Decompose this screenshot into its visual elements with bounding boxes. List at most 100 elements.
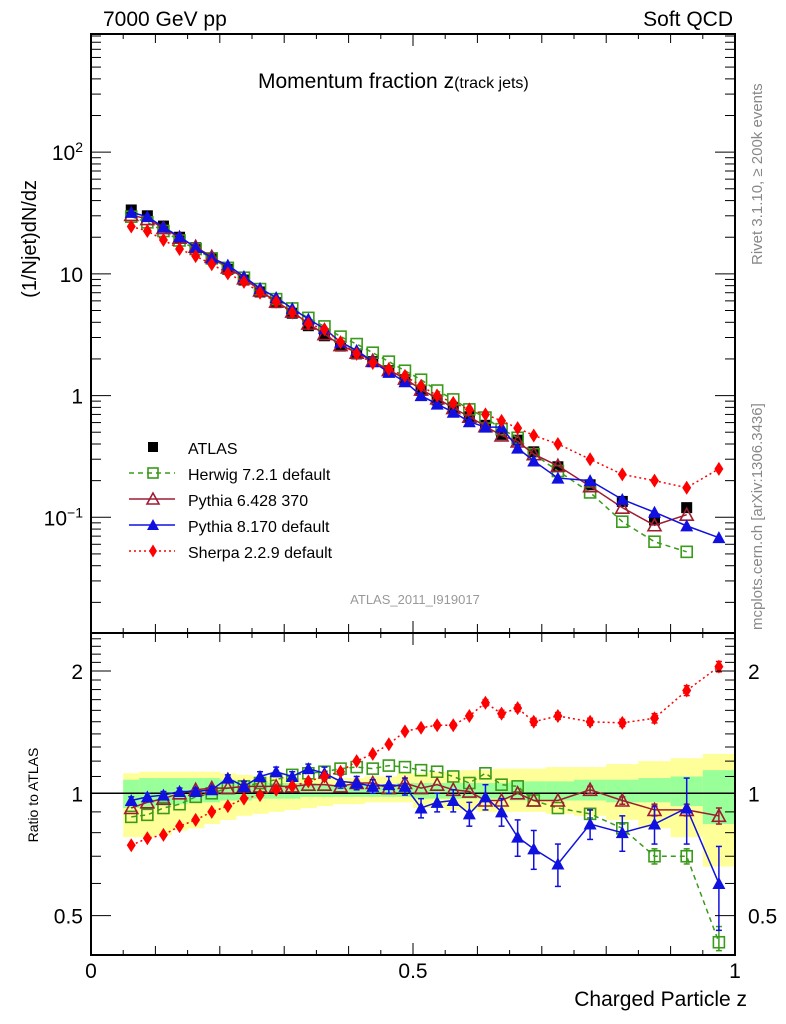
marker-sherpa bbox=[384, 737, 394, 752]
marker-sherpa bbox=[142, 224, 152, 239]
ratio-uncertainty-bands bbox=[91, 753, 736, 867]
plot-title-suffix: (track jets) bbox=[454, 75, 529, 92]
marker-pythia8 bbox=[253, 769, 267, 782]
ratio-series-layer bbox=[123, 659, 727, 952]
marker-sherpa bbox=[255, 285, 265, 300]
marker-sherpa bbox=[158, 232, 168, 247]
marker-pythia8 bbox=[156, 220, 170, 233]
marker-pythia6 bbox=[220, 779, 236, 795]
marker-herwig bbox=[648, 849, 661, 863]
marker-herwig bbox=[398, 760, 412, 774]
marker-pythia8 bbox=[712, 876, 726, 889]
marker-pythia8 bbox=[189, 240, 203, 253]
marker-pythia8 bbox=[173, 785, 187, 798]
marker-pythia6 bbox=[316, 776, 333, 791]
marker-pythia8 bbox=[124, 205, 138, 218]
marker-pythia6 bbox=[145, 491, 161, 505]
marker-pythia6 bbox=[300, 776, 317, 791]
marker-sherpa bbox=[384, 362, 394, 377]
marker-pythia8 bbox=[680, 801, 694, 814]
marker-herwig bbox=[141, 808, 154, 822]
marker-pythia6 bbox=[429, 776, 445, 791]
marker-sherpa bbox=[714, 659, 724, 674]
marker-herwig bbox=[551, 801, 565, 815]
header-left: 7000 GeV pp bbox=[103, 8, 227, 31]
marker-pythia8 bbox=[237, 779, 251, 792]
marker-pythia8 bbox=[366, 779, 380, 792]
marker-pythia6 bbox=[550, 457, 566, 473]
ratio-y-tick-label-right: 1 bbox=[748, 783, 760, 806]
x-tick-label: 0.5 bbox=[398, 960, 427, 983]
marker-sherpa bbox=[513, 421, 523, 436]
marker-pythia8 bbox=[583, 474, 597, 487]
marker-sherpa bbox=[352, 754, 362, 769]
ratio-y-axis-label: Ratio to ATLAS bbox=[25, 748, 41, 843]
marker-sherpa bbox=[271, 294, 281, 309]
marker-sherpa bbox=[513, 701, 523, 716]
marker-pythia6 bbox=[582, 781, 598, 797]
marker-sherpa bbox=[352, 346, 362, 361]
marker-pythia6 bbox=[461, 783, 478, 798]
marker-sherpa bbox=[271, 782, 281, 797]
marker-sherpa bbox=[336, 764, 346, 779]
main-y-axis-label: (1/Njet)dN/dz bbox=[19, 180, 41, 298]
marker-sherpa bbox=[714, 461, 724, 476]
mcplots-label: mcplots.cern.ch [arXiv:1306.3436] bbox=[749, 403, 766, 630]
marker-sherpa bbox=[368, 356, 378, 371]
marker-sherpa bbox=[432, 388, 442, 403]
legend-label: ATLAS bbox=[188, 441, 238, 458]
legend-label: Herwig 7.2.1 default bbox=[188, 467, 331, 484]
marker-sherpa bbox=[223, 799, 233, 814]
marker-sherpa bbox=[191, 249, 201, 264]
marker-herwig bbox=[382, 759, 396, 772]
marker-pythia8 bbox=[495, 805, 509, 818]
marker-pythia8 bbox=[221, 258, 235, 271]
marker-pythia8 bbox=[527, 454, 541, 467]
marker-pythia8 bbox=[430, 795, 444, 808]
data-point-atlas bbox=[512, 434, 524, 446]
marker-pythia8 bbox=[462, 807, 476, 820]
marker-sherpa bbox=[336, 335, 346, 350]
legend-label: Pythia 6.428 370 bbox=[188, 493, 308, 510]
rivet-label: Rivet 3.1.10, ≥ 200k events bbox=[749, 83, 766, 265]
header-right: Soft QCD bbox=[643, 8, 733, 31]
marker-sherpa bbox=[650, 711, 659, 726]
marker-pythia8 bbox=[712, 531, 726, 544]
ratio-y-tick-label-left: 0.5 bbox=[54, 906, 83, 929]
marker-herwig bbox=[366, 762, 380, 775]
legend: ATLAS Herwig 7.2.1 default Pythia 6.428 37… bbox=[129, 441, 333, 562]
marker-pythia8 bbox=[301, 762, 315, 775]
marker-sherpa bbox=[416, 720, 426, 735]
marker-sherpa bbox=[126, 219, 136, 234]
marker-herwig bbox=[414, 763, 428, 777]
marker-pythia8 bbox=[140, 210, 154, 223]
marker-sherpa bbox=[448, 395, 458, 410]
marker-sherpa bbox=[207, 257, 217, 272]
data-point-atlas bbox=[528, 446, 540, 458]
marker-sherpa bbox=[223, 266, 233, 281]
marker-pythia8 bbox=[334, 774, 348, 787]
ratio-line bbox=[131, 767, 720, 884]
marker-herwig bbox=[157, 801, 170, 815]
marker-pythia8 bbox=[462, 415, 476, 428]
marker-pythia6 bbox=[509, 785, 526, 800]
marker-sherpa bbox=[400, 368, 410, 383]
marker-pythia6 bbox=[493, 427, 510, 442]
marker-sherpa bbox=[497, 413, 507, 428]
marker-pythia8 bbox=[551, 471, 565, 484]
axes: 0 0.5 1 102 10 1 10−1 2 2 1 1 0.5 0.5 bbox=[44, 34, 777, 983]
marker-pythia8 bbox=[446, 793, 460, 806]
marker-sherpa bbox=[529, 428, 539, 443]
marker-pythia8 bbox=[551, 857, 565, 870]
marker-sherpa bbox=[617, 715, 627, 730]
marker-pythia8 bbox=[511, 830, 525, 843]
marker-pythia6 bbox=[614, 792, 631, 807]
marker-sherpa bbox=[142, 831, 152, 846]
legend-label: Pythia 8.170 default bbox=[188, 519, 330, 536]
marker-sherpa bbox=[448, 718, 458, 733]
marker-herwig bbox=[615, 515, 629, 528]
marker-pythia8 bbox=[478, 790, 492, 803]
marker-pythia8 bbox=[583, 817, 597, 830]
marker-pythia8 bbox=[156, 788, 170, 801]
marker-herwig bbox=[648, 535, 661, 549]
